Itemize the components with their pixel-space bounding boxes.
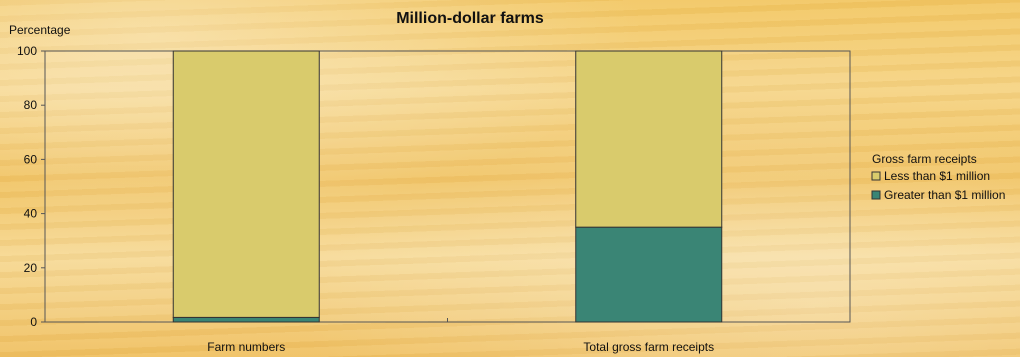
x-tick-label: Farm numbers: [207, 340, 285, 354]
legend-label: Greater than $1 million: [884, 188, 1005, 202]
legend: Gross farm receipts Less than $1 million…: [871, 152, 1005, 202]
y-tick-label: 40: [24, 207, 38, 221]
x-axis-ticks: Farm numbers Total gross farm receipts: [207, 318, 714, 354]
x-tick-label: Total gross farm receipts: [583, 340, 714, 354]
chart-title: Million-dollar farms: [396, 10, 544, 27]
legend-swatch: [871, 190, 881, 200]
y-tick-label: 60: [24, 152, 38, 166]
bar-segment-less-than-1m-gross-receipts: [575, 50, 723, 228]
bars-group: [172, 50, 723, 323]
bar-segment-greater-than-1m-farm-numbers: [172, 316, 320, 323]
y-axis-ticks: 0 20 40 60 80 100: [17, 44, 45, 329]
y-tick-label: 80: [24, 98, 38, 112]
legend-label: Less than $1 million: [884, 169, 990, 183]
bar-segment-greater-than-1m-gross-receipts: [575, 226, 723, 323]
legend-swatch: [871, 171, 881, 181]
y-tick-label: 100: [17, 44, 37, 58]
plot-area-frame: [44, 50, 851, 323]
legend-title: Gross farm receipts: [872, 152, 977, 166]
y-tick-label: 0: [30, 315, 37, 329]
bar-segment-less-than-1m-farm-numbers: [172, 50, 320, 318]
y-tick-label: 20: [24, 261, 38, 275]
y-axis-label: Percentage: [9, 23, 71, 37]
